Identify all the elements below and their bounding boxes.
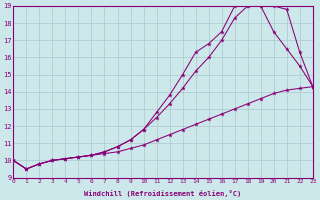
X-axis label: Windchill (Refroidissement éolien,°C): Windchill (Refroidissement éolien,°C) — [84, 190, 242, 197]
